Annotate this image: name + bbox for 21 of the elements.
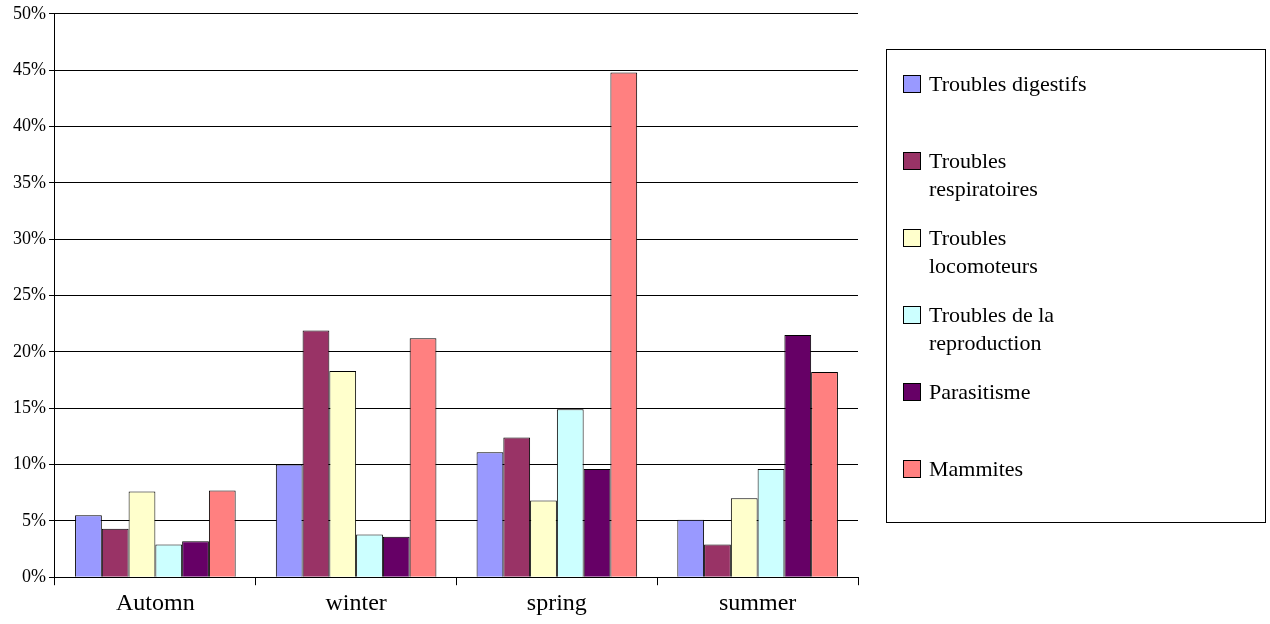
legend-label: Troubles digestifs [929,70,1087,98]
legend-label: Troubles de la reproduction [929,301,1056,357]
legend-label: Parasitisme [929,378,1031,406]
y-tick-label: 35% [12,171,46,192]
y-tick-label: 50% [12,2,46,23]
legend-label: Troubles respiratoires [929,147,1039,203]
y-tick-label: 25% [12,284,46,305]
y-tick-label: 45% [12,58,46,79]
y-tick-label: 30% [12,227,46,248]
y-tick-label: 15% [12,396,46,417]
x-tick-label: summer [718,588,797,615]
y-tick-label: 5% [21,509,46,530]
x-tick-label: spring [526,588,587,615]
legend-label: Troubles locomoteurs [929,224,1039,280]
x-tick-label: winter [325,588,387,615]
legend-label: Mammites [929,455,1024,483]
y-tick-label: 20% [12,340,46,361]
y-tick-label: 0% [21,565,46,586]
y-tick-label: 40% [12,115,46,136]
y-tick-label: 10% [12,453,46,474]
x-tick-label: Automn [116,588,195,615]
